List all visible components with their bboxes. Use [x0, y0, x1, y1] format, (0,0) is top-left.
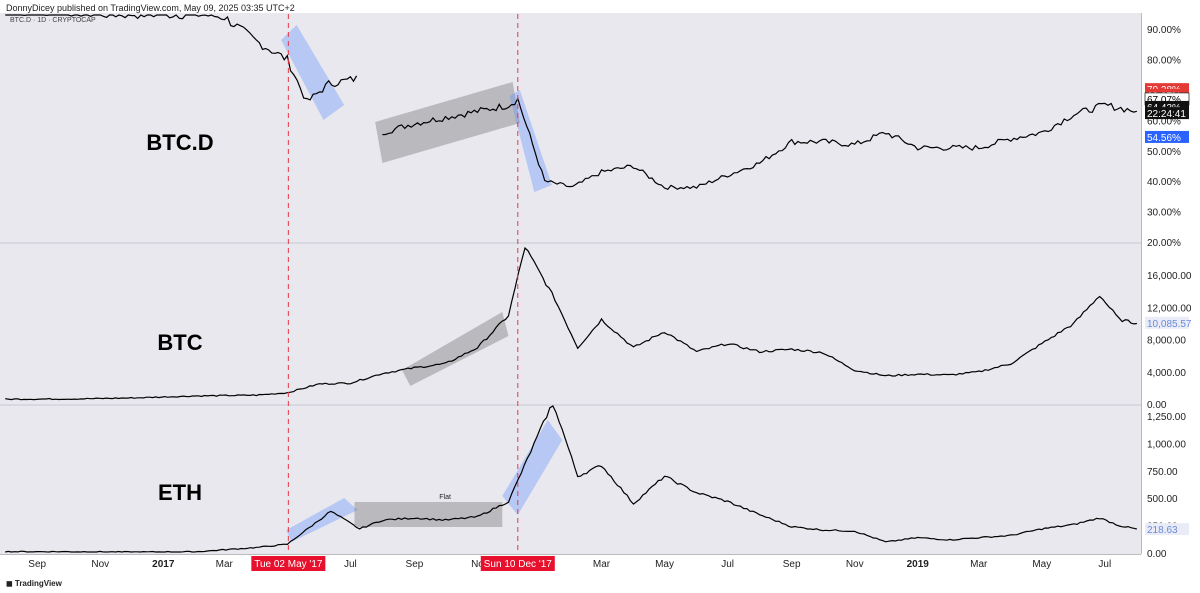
series-lines: [0, 14, 1141, 553]
brand-label: TradingView: [14, 579, 62, 588]
x-tick-label: May: [655, 559, 674, 570]
y-tick-label: 60.00%: [1147, 116, 1181, 127]
btcd-collapse-channel: [509, 90, 552, 192]
btc-uptrend-channel: [402, 312, 509, 386]
attribution-text: DonnyDicey published on TradingView.com,…: [6, 3, 295, 13]
y-tick-label: 1,000.00: [1147, 439, 1186, 450]
symbol-label: BTC.D · 1D · CRYPTOCAP: [10, 17, 96, 24]
date-highlight-label: Sun 10 Dec '17: [484, 559, 553, 570]
x-tick-label: No: [471, 559, 484, 570]
y-tick-label: 40.00%: [1147, 177, 1181, 188]
x-tick-label: Sep: [783, 559, 801, 570]
x-tick-label: Mar: [970, 559, 988, 570]
y-tick-label: 12,000.00: [1147, 303, 1192, 314]
series-line-btcd: [5, 14, 358, 101]
x-tick-label: Sep: [28, 559, 46, 570]
price-tag-label: 67.07%: [1147, 95, 1181, 106]
price-tag-label: 54.56%: [1147, 133, 1181, 144]
price-tag-bg: [1145, 523, 1189, 536]
y-tick-label: 30.00%: [1147, 208, 1181, 219]
price-tag-bg: [1145, 107, 1189, 120]
y-tick-label: 500.00: [1147, 494, 1178, 505]
series-line-eth: [5, 405, 1138, 553]
y-tick-label: 1,250.00: [1147, 412, 1186, 423]
y-tick-label: 20.00%: [1147, 238, 1181, 249]
tradingview-logo: ◼︎ TradingView: [6, 579, 62, 588]
y-axis: 90.00%80.00%70.00%60.00%50.00%40.00%30.0…: [1141, 13, 1192, 560]
vertical-markers: [287, 14, 519, 554]
price-tag-label: 10,085.57: [1147, 319, 1192, 330]
date-highlight-bg: [480, 556, 555, 571]
price-tag-bg: [1145, 130, 1189, 143]
date-highlight-label: Tue 02 May '17: [254, 559, 323, 570]
btcd-drop-channel: [281, 25, 345, 120]
y-tick-label: 4,000.00: [1147, 368, 1186, 379]
eth-flat-box: [354, 502, 503, 527]
x-tick-label: Jul: [1098, 559, 1111, 570]
y-tick-label: 80.00%: [1147, 56, 1181, 67]
y-tick-label: 0.00: [1147, 400, 1167, 411]
panel-title-btc: BTC: [157, 330, 202, 355]
eth-spike-channel: [502, 420, 563, 515]
footer-bar: [0, 574, 1200, 593]
x-tick-label: Nov: [91, 559, 109, 570]
series-line-btc: [5, 246, 1137, 401]
y-tick-label: 16,000.00: [1147, 271, 1192, 282]
x-tick-label: Jul: [344, 559, 357, 570]
y-tick-label: 8,000.00: [1147, 336, 1186, 347]
series-line-btcd: [382, 96, 1138, 191]
x-tick-label: Mar: [216, 559, 234, 570]
panel-titles: BTC.D BTC ETH: [146, 130, 213, 505]
pattern-overlays: Flat: [281, 25, 563, 542]
price-tag-label: 218.63: [1147, 525, 1178, 536]
x-tick-label: Jul: [721, 559, 734, 570]
btcd-rising-channel: [375, 82, 520, 163]
y-tick-label: 90.00%: [1147, 25, 1181, 36]
flat-annotation: Flat: [439, 494, 451, 501]
x-tick-label: Sep: [406, 559, 424, 570]
date-highlight-bg: [251, 556, 326, 571]
x-tick-label: Mar: [593, 559, 611, 570]
y-tick-label: 0.00: [1147, 549, 1167, 560]
x-axis: Sep Nov 2017 Mar Jul Sep No Mar May Jul Sep Nov 2019…: [0, 554, 1141, 571]
panel-title-eth: ETH: [158, 480, 202, 505]
x-tick-label: 2017: [152, 559, 175, 570]
x-tick-label: 2019: [907, 559, 930, 570]
price-tag-bg: [1145, 316, 1189, 329]
x-tick-label: Nov: [846, 559, 864, 570]
price-tag-label: 22:24:41: [1147, 109, 1186, 120]
x-tick-label: May: [1032, 559, 1051, 570]
chart-plot-area[interactable]: [0, 13, 1141, 554]
y-tick-label: 50.00%: [1147, 147, 1181, 158]
y-tick-label: 750.00: [1147, 467, 1178, 478]
panel-title-btcd: BTC.D: [146, 130, 213, 155]
